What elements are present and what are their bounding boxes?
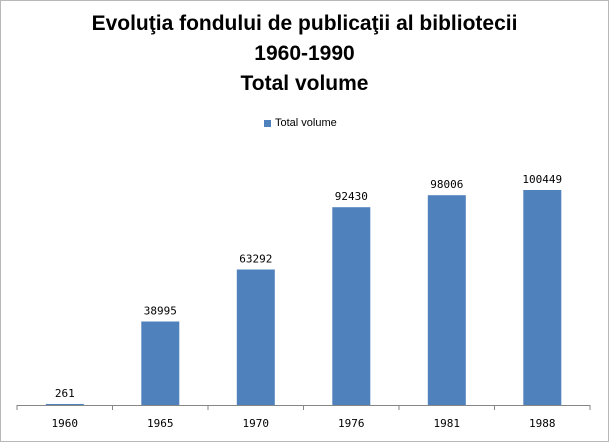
data-label-1960: 261 <box>55 387 75 400</box>
x-tick-label-1960: 1960 <box>52 417 79 430</box>
bar-1970 <box>236 269 275 405</box>
bar-1976 <box>332 207 371 405</box>
data-label-1988: 100449 <box>522 173 562 186</box>
value-labels-group: 261 38995 63292 92430 98006 100449 <box>55 173 562 400</box>
x-tick-label-1981: 1981 <box>434 417 461 430</box>
x-axis-tick-labels: 1960 1965 1970 1976 1981 1988 <box>52 417 556 430</box>
x-tick-label-1970: 1970 <box>243 417 270 430</box>
data-label-1965: 38995 <box>144 305 177 318</box>
chart-title-line-3: Total volume <box>240 72 369 95</box>
bar-1965 <box>141 321 180 405</box>
bar-1981 <box>427 195 466 405</box>
x-tick-label-1988: 1988 <box>529 417 556 430</box>
data-label-1981: 98006 <box>430 178 463 191</box>
bars-group <box>45 190 562 405</box>
chart-legend: Total volume <box>264 116 337 130</box>
bar-1960 <box>45 404 84 405</box>
legend-swatch <box>264 119 271 127</box>
chart-title-line-1: Evoluţia fondului de publicaţii al bibli… <box>91 12 518 35</box>
chart-title-line-2: 1960-1990 <box>254 42 355 65</box>
x-axis-ticks <box>16 405 591 410</box>
data-label-1976: 92430 <box>335 190 368 203</box>
legend-label: Total volume <box>275 117 337 129</box>
data-label-1970: 63292 <box>239 253 272 266</box>
x-tick-label-1976: 1976 <box>338 417 365 430</box>
x-tick-label-1965: 1965 <box>147 417 174 430</box>
bar-1988 <box>523 190 562 405</box>
